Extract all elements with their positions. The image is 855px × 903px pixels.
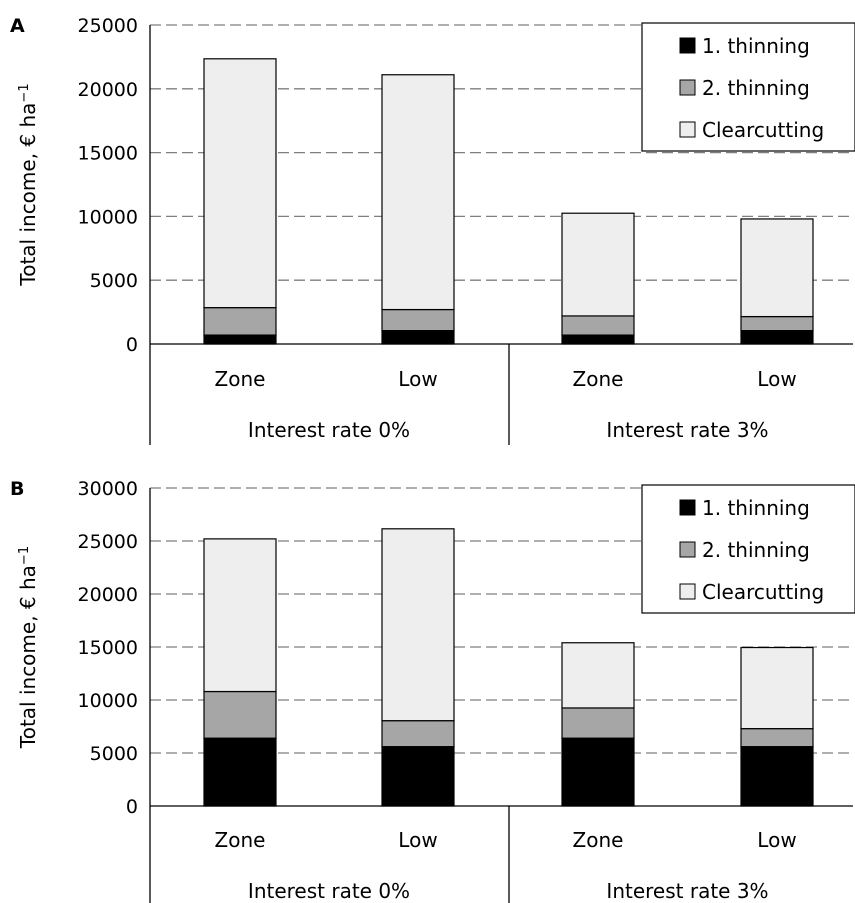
bar-1-thinning — [203, 737, 277, 807]
legend-label: 1. thinning — [702, 496, 810, 520]
y-tick-label: 10000 — [78, 206, 138, 228]
legend-box — [641, 484, 855, 614]
panel-a: A 0 5000 10000 15000 20000 25000 Zone Low Zone Lo… — [10, 15, 855, 445]
legend-box — [641, 22, 855, 152]
y-tick-label: 30000 — [78, 478, 138, 500]
bar-1-thinning — [740, 746, 814, 807]
y-tick-label: 20000 — [78, 584, 138, 606]
y-axis-label: Total income, € ha−1 — [16, 546, 40, 749]
legend-swatch — [679, 583, 696, 600]
bar-1-thinning — [561, 334, 635, 345]
bar-clearcutting — [381, 74, 455, 311]
group-label: Interest rate 0% — [248, 418, 410, 442]
y-axis-label: Total income, € ha−1 — [16, 83, 40, 286]
legend-label: Clearcutting — [702, 580, 824, 604]
y-tick-label: 15000 — [78, 637, 138, 659]
bar-1-thinning — [740, 330, 814, 345]
bar-clearcutting — [561, 642, 635, 709]
y-tick-label: 5000 — [90, 743, 138, 765]
legend-swatch — [679, 121, 696, 138]
bar-clearcutting — [203, 538, 277, 693]
legend-swatch — [679, 499, 696, 516]
y-axis-label-superscript: −1 — [17, 546, 32, 565]
group-label: Interest rate 3% — [606, 418, 768, 442]
bar-1-thinning — [561, 737, 635, 807]
bar-1-thinning — [381, 330, 455, 345]
category-label: Zone — [215, 828, 266, 852]
bar-2-thinning — [203, 690, 277, 739]
y-tick-label: 20000 — [78, 79, 138, 101]
legend-swatch — [679, 79, 696, 96]
y-tick-label: 10000 — [78, 690, 138, 712]
y-tick-label: 0 — [126, 796, 138, 818]
legend-label: 1. thinning — [702, 34, 810, 58]
bar-2-thinning — [561, 707, 635, 739]
bar-2-thinning — [381, 720, 455, 748]
bar-clearcutting — [203, 58, 277, 309]
category-label: Zone — [573, 828, 624, 852]
y-axis-label-text: Total income, € ha — [16, 103, 40, 287]
bar-1-thinning — [203, 334, 277, 345]
bar-1-thinning — [381, 746, 455, 807]
bar-2-thinning — [203, 307, 277, 336]
category-label: Zone — [573, 367, 624, 391]
category-label: Low — [757, 828, 796, 852]
category-label: Low — [757, 367, 796, 391]
y-tick-label: 15000 — [78, 143, 138, 165]
bar-clearcutting — [381, 528, 455, 722]
panel-b-letter: B — [10, 478, 24, 500]
bar-clearcutting — [740, 646, 814, 730]
legend-label: 2. thinning — [702, 538, 810, 562]
bar-clearcutting — [740, 218, 814, 318]
y-tick-label: 0 — [126, 334, 138, 356]
legend-label: 2. thinning — [702, 76, 810, 100]
y-axis-label-text: Total income, € ha — [16, 565, 40, 749]
legend-label: Clearcutting — [702, 118, 824, 142]
category-label: Low — [398, 828, 437, 852]
category-label: Zone — [215, 367, 266, 391]
bar-2-thinning — [740, 315, 814, 332]
bar-clearcutting — [561, 212, 635, 317]
legend-swatch — [679, 541, 696, 558]
panel-b: B 0 5000 10000 15000 20000 25000 30000 Zone Low Z… — [10, 478, 855, 903]
group-label: Interest rate 3% — [606, 879, 768, 903]
category-label: Low — [398, 367, 437, 391]
bar-2-thinning — [740, 728, 814, 748]
group-label: Interest rate 0% — [248, 879, 410, 903]
y-tick-label: 25000 — [78, 531, 138, 553]
panel-a-letter: A — [10, 15, 25, 37]
y-axis-label-superscript: −1 — [17, 83, 32, 102]
legend-swatch — [679, 37, 696, 54]
bar-2-thinning — [561, 315, 635, 336]
bar-2-thinning — [381, 308, 455, 332]
y-tick-label: 25000 — [78, 15, 138, 37]
y-tick-label: 5000 — [90, 270, 138, 292]
